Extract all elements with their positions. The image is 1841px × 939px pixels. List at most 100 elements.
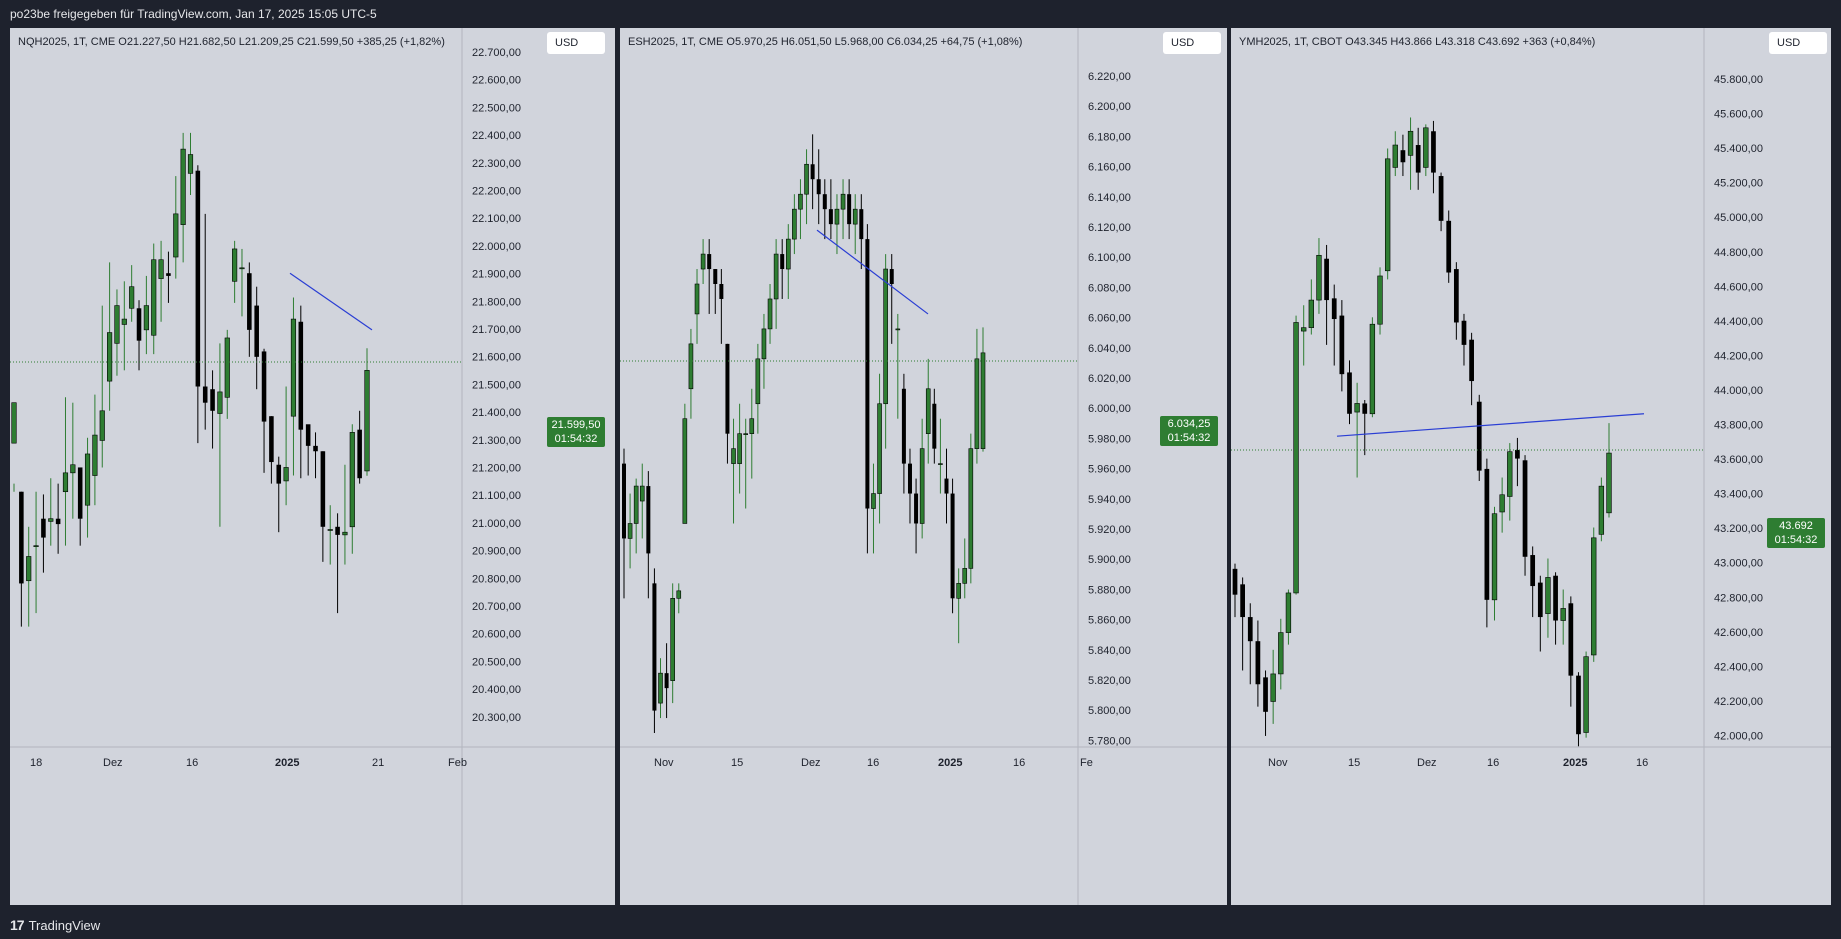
candle-down [1515,449,1520,459]
currency-button[interactable]: USD [547,32,605,54]
price-axis-label: 45.200,00 [1714,178,1763,190]
candle-up [1545,577,1551,614]
candle-up [743,433,748,435]
candle-up [187,154,194,174]
price-axis-label: 6.220,00 [1088,71,1131,83]
candle-down [298,321,304,430]
candle-up [749,418,755,434]
candle-up [92,434,98,476]
candle-down [865,239,870,509]
candle-down [19,491,24,584]
candle-up [1316,254,1322,301]
candle-down [1576,675,1581,735]
trendline[interactable] [816,229,929,315]
price-axis-label: 42.400,00 [1714,661,1763,673]
chart-canvas-es[interactable]: 6.220,00 6.200,00 6.180,00 6.160,00 6.140,00… [620,28,1227,905]
candle-down [1400,150,1406,163]
chart-panel-nq[interactable]: 22.700,00 22.600,00 22.500,00 22.400,00 22.3… [10,28,615,905]
price-axis-label: 6.060,00 [1088,313,1131,325]
chart-panel-es[interactable]: 6.220,00 6.200,00 6.180,00 6.160,00 6.140,00… [620,28,1227,905]
candle-down [276,464,282,484]
candle-up [694,283,700,315]
candle-up [1499,494,1505,513]
time-axis-label: 16 [1013,757,1025,769]
candle-down [77,467,83,519]
candle-down [41,518,46,538]
candle-up [107,332,113,382]
candle-up [1301,327,1307,332]
price-axis-label: 43.600,00 [1714,454,1763,466]
chart-canvas-nq[interactable]: 22.700,00 22.600,00 22.500,00 22.400,00 22.3… [10,28,615,905]
price-axis-label: 45.000,00 [1714,212,1763,224]
candle-up [143,305,149,331]
candle-up [327,529,333,531]
time-axis-label: Dez [1417,757,1437,769]
last-price-tag: 21.599,50 01:54:32 [547,417,605,447]
candle-up [755,358,761,405]
price-axis-label: 5.780,00 [1088,735,1131,747]
price-axis-label: 20.700,00 [472,601,521,613]
candle-up [114,305,120,344]
candle-down [1484,468,1490,600]
candle-down [1568,603,1574,676]
price-axis-label: 21.200,00 [472,463,521,475]
candle-up [1491,513,1498,601]
candle-down [335,526,340,535]
time-axis-label: 15 [1348,757,1360,769]
candle-up [877,403,882,494]
price-axis-label: 5.800,00 [1088,705,1131,717]
time-axis-label: 2025 [938,757,962,769]
candle-up [785,238,791,270]
time-axis-label: 2025 [1563,757,1587,769]
candle-up [633,485,639,524]
time-axis-label: Nov [654,757,674,769]
symbol-legend[interactable]: ESH2025, 1T, CME O5.970,25 H6.051,50 L5.… [628,36,1023,48]
candle-up [48,518,54,522]
currency-button[interactable]: USD [1769,32,1827,54]
price-axis-label: 21.300,00 [472,435,521,447]
footer-brand[interactable]: TradingView [28,917,101,933]
candles [1232,117,1612,747]
candle-up [26,556,32,582]
candle-down [247,273,252,330]
time-axis-label: 16 [867,757,879,769]
price-axis-label: 21.900,00 [472,269,521,281]
candle-down [652,583,657,711]
chart-canvas-ym[interactable]: 45.800,00 45.600,00 45.400,00 45.200,00 45.0… [1231,28,1831,905]
candle-up [962,568,968,584]
candle-up [1407,130,1414,156]
candle-down [719,284,724,299]
candle-up [217,391,223,414]
last-price-tag: 6.034,25 01:54:32 [1160,416,1218,446]
candle-up [151,259,157,336]
trendline[interactable] [1336,413,1645,437]
candle-up [895,328,901,331]
candle-up [1507,451,1513,497]
candles [622,134,986,734]
candle-up [1384,158,1391,272]
price-axis-label: 21.800,00 [472,296,521,308]
candle-down [1476,401,1482,471]
price-axis-label: 43.400,00 [1714,489,1763,501]
currency-button[interactable]: USD [1163,32,1221,54]
symbol-legend[interactable]: NQH2025, 1T, CME O21.227,50 H21.682,50 L… [18,36,445,48]
candle-up [658,672,663,704]
candle-up [919,448,925,524]
price-axis-label: 44.200,00 [1714,350,1763,362]
symbol-legend[interactable]: YMH2025, 1T, CBOT O43.345 H43.866 L43.31… [1239,36,1596,48]
candle-up [173,213,179,258]
price-axis-label: 5.960,00 [1088,464,1131,476]
candle-up [232,248,238,282]
time-axis-label: Feb [448,757,467,769]
candle-down [269,416,274,463]
candle-up [798,193,803,210]
price-axis-label: 21.400,00 [472,407,521,419]
last-price: 43.692 [1779,520,1813,532]
price-axis-label: 5.920,00 [1088,524,1131,536]
tradingview-logo-icon[interactable]: 17 [10,917,25,933]
price-axis-label: 5.940,00 [1088,494,1131,506]
price-axis-label: 6.040,00 [1088,343,1131,355]
price-axis-label: 44.000,00 [1714,385,1763,397]
trendline[interactable] [289,272,373,331]
chart-panel-ym[interactable]: 45.800,00 45.600,00 45.400,00 45.200,00 45.0… [1231,28,1831,905]
